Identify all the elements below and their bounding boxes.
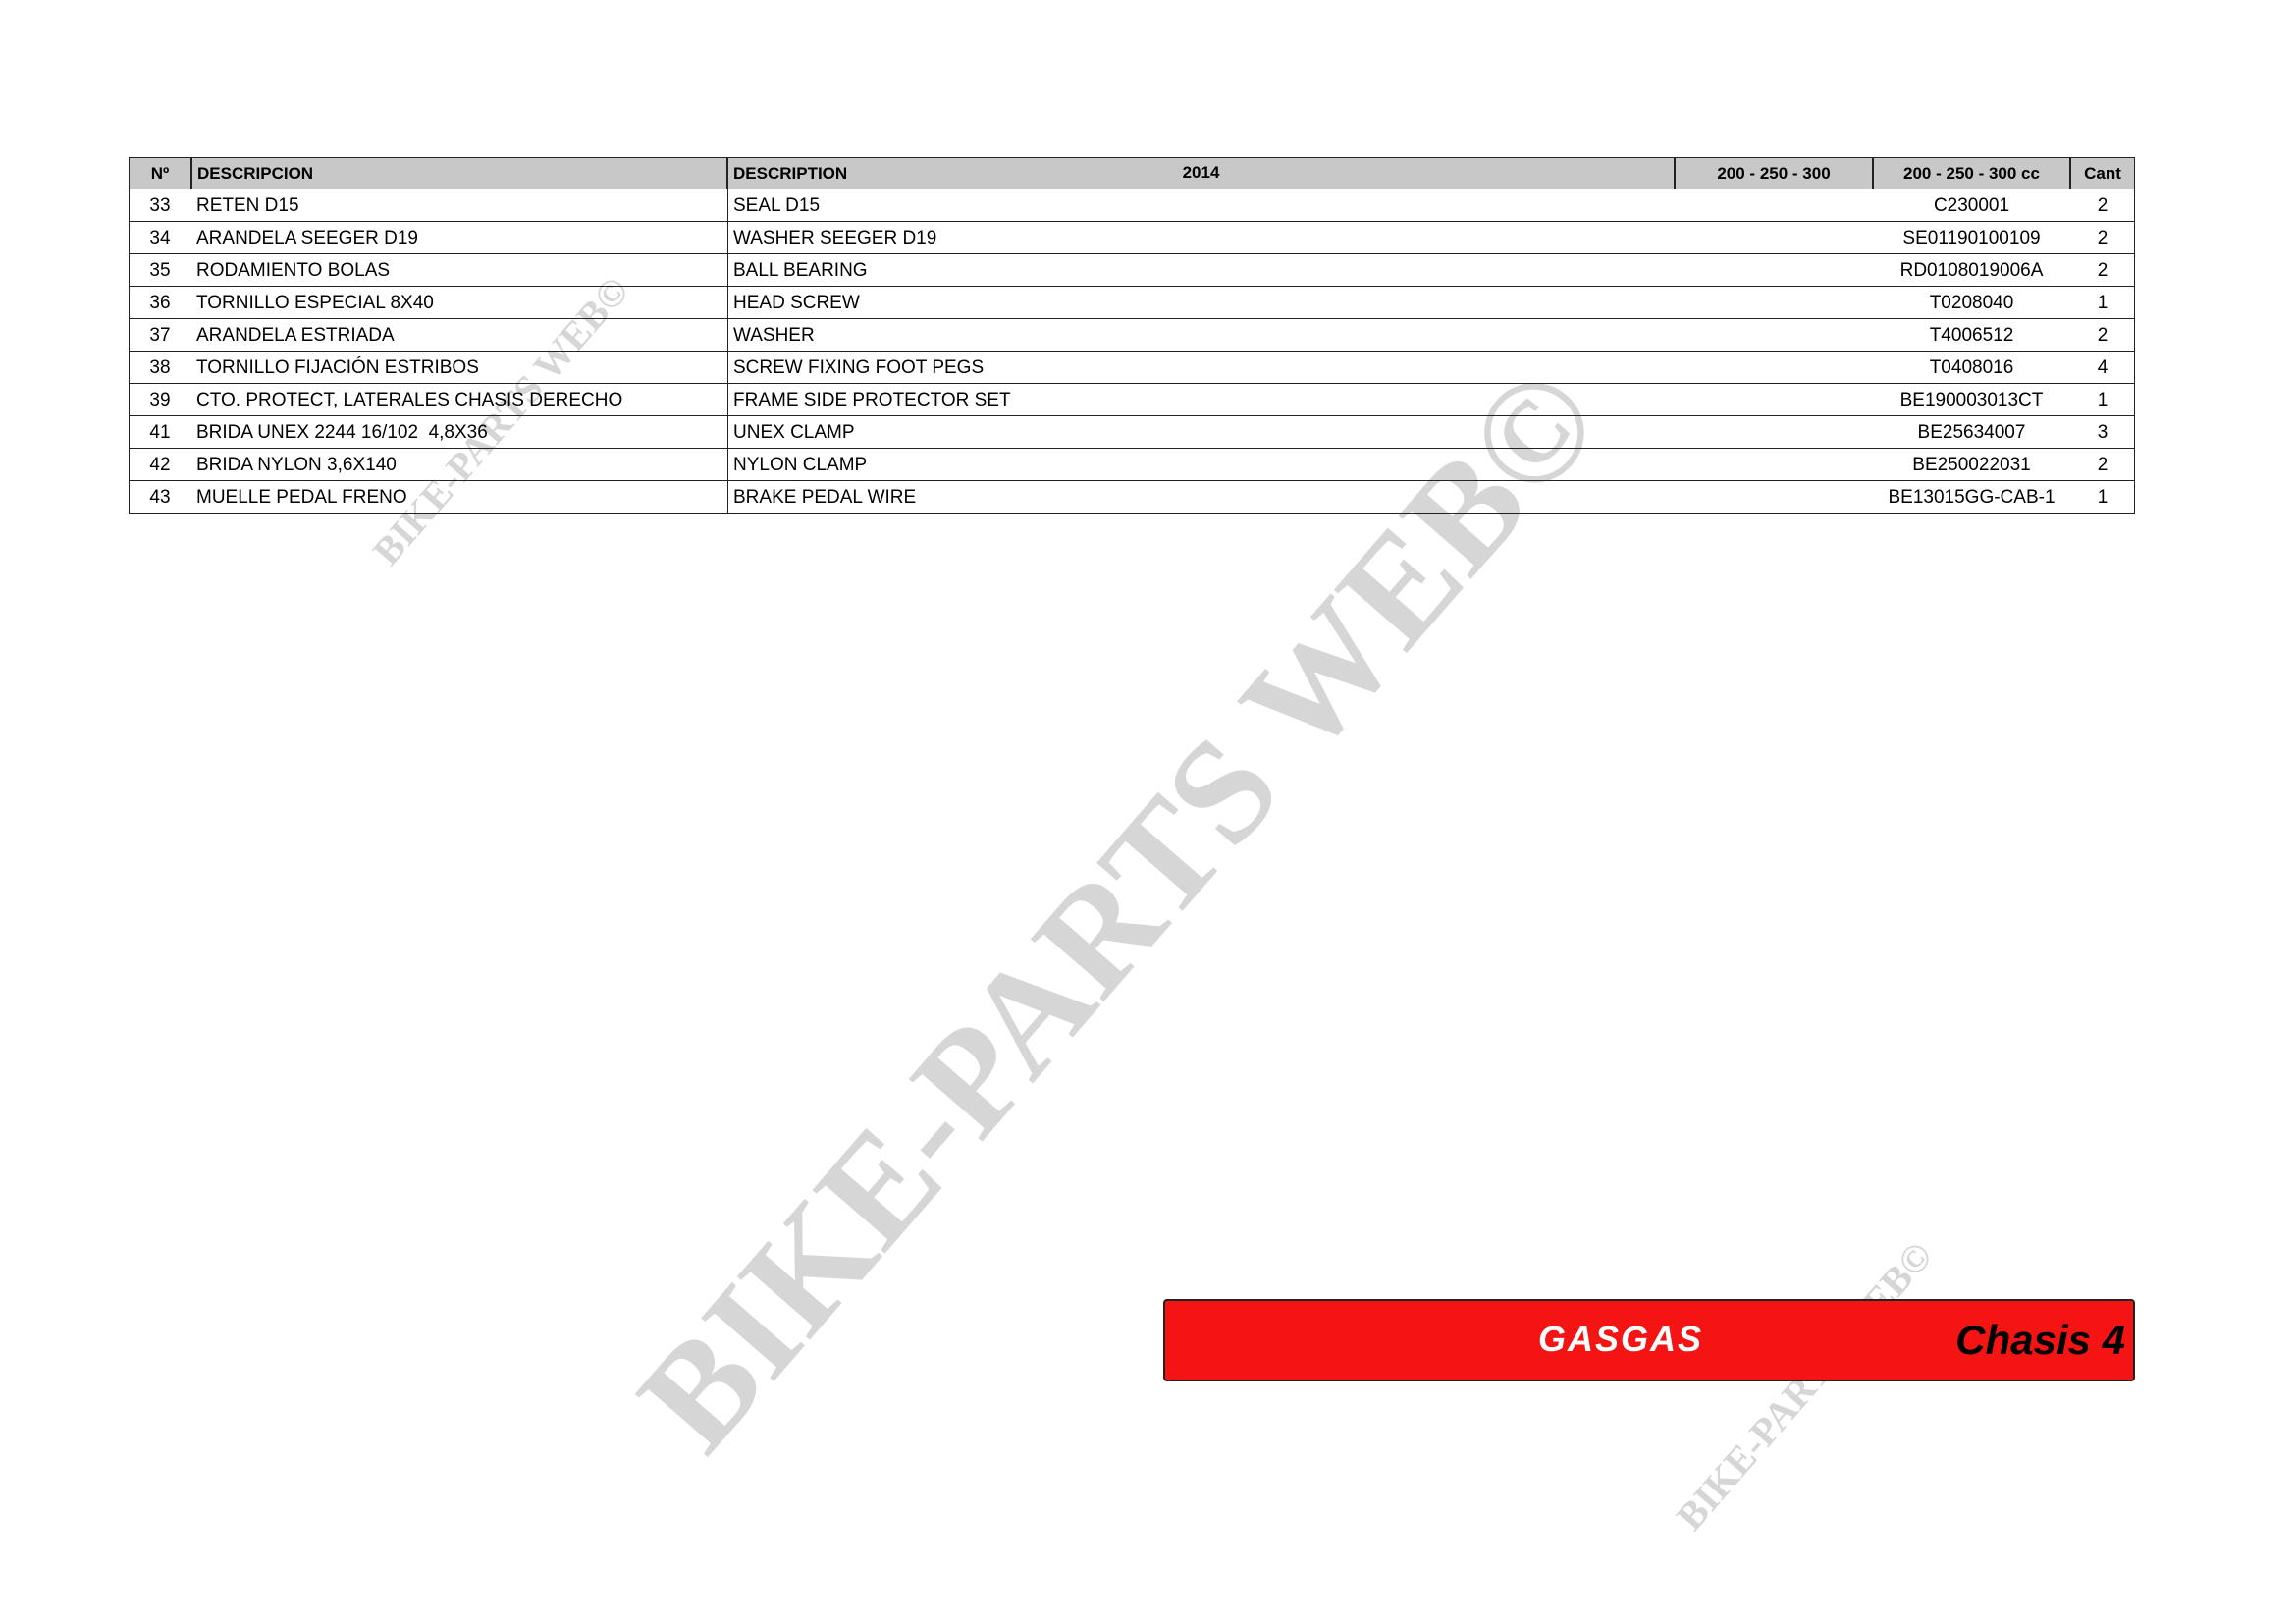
row — [129, 449, 2135, 481]
cell: RD0108019006A — [1899, 260, 2044, 281]
header-cell: DESCRIPTION — [727, 157, 1675, 189]
cell: BRAKE PEDAL WIRE — [727, 481, 1873, 514]
cell: WASHER — [727, 319, 1873, 352]
cell: BRIDA UNEX 2244 16/102 4,8X36 — [196, 422, 488, 443]
cell: T4006512 — [1929, 325, 2014, 346]
row — [129, 416, 2135, 449]
cell: SE01190100109 — [1902, 228, 2041, 248]
cell: TORNILLO ESPECIAL 8X40 — [196, 293, 434, 313]
header-cell: 200 - 250 - 300 cc — [1873, 157, 2070, 189]
cell: 35 — [149, 260, 171, 281]
cell: C230001 — [1933, 195, 2010, 216]
cell: 38 — [149, 357, 171, 378]
brand: GASGAS — [1538, 1319, 1704, 1359]
row — [129, 481, 2135, 514]
cell: 33 — [149, 195, 171, 216]
cell: RODAMIENTO BOLAS — [196, 260, 391, 281]
cell: ARANDELA ESTRIADA — [196, 325, 395, 346]
row — [129, 254, 2135, 287]
cell: CTO. PROTECT, LATERALES CHASIS DERECHO — [196, 390, 623, 410]
cell: WASHER SEEGER D19 — [727, 222, 1873, 254]
cell: RETEN D15 — [196, 195, 299, 216]
cell: 4 — [2097, 357, 2109, 378]
header-cell: Cant — [2070, 157, 2135, 189]
row — [129, 189, 2135, 222]
cell: 39 — [149, 390, 171, 410]
footer-banner: GASGAS Chasis 4 — [1163, 1299, 2135, 1381]
cell: BE13015GG-CAB-1 — [1888, 487, 2056, 508]
row — [129, 287, 2135, 319]
cell: T0208040 — [1929, 293, 2014, 313]
cell: MUELLE PEDAL FRENO — [196, 487, 407, 508]
cell: ARANDELA SEEGER D19 — [196, 228, 418, 248]
cell: 36 — [149, 293, 171, 313]
cell: NYLON CLAMP — [727, 449, 1873, 481]
cell: 43 — [149, 487, 171, 508]
header-cell: 2014 — [1182, 163, 1220, 182]
header-cell: Nº — [129, 157, 191, 189]
cell: 1 — [2097, 293, 2109, 313]
cell: 34 — [149, 228, 171, 248]
cell: SEAL D15 — [727, 189, 1873, 222]
cell: SCREW FIXING FOOT PEGS — [727, 352, 1873, 384]
cell: 37 — [149, 325, 171, 346]
cell: TORNILLO FIJACIÓN ESTRIBOS — [196, 357, 479, 378]
cell: FRAME SIDE PROTECTOR SET — [727, 384, 1873, 416]
cell: UNEX CLAMP — [727, 416, 1873, 449]
cell: BE25634007 — [1917, 422, 2026, 443]
row — [129, 222, 2135, 254]
row — [129, 352, 2135, 384]
cell: BRIDA NYLON 3,6X140 — [196, 455, 397, 475]
cell: 2 — [2097, 260, 2109, 281]
section-title: Chasis 4 — [1955, 1317, 2125, 1363]
cell: 1 — [2097, 487, 2109, 508]
cell: 1 — [2097, 390, 2109, 410]
cell: 2 — [2097, 455, 2109, 475]
watermark: BIKE-PARTS WEB© — [1667, 1233, 1942, 1539]
cell: 2 — [2097, 325, 2109, 346]
cell: BE250022031 — [1912, 455, 2031, 475]
cell: BALL BEARING — [727, 254, 1873, 287]
cell: 41 — [149, 422, 171, 443]
row — [129, 384, 2135, 416]
row — [129, 319, 2135, 352]
cell: T0408016 — [1929, 357, 2014, 378]
cell: 3 — [2097, 422, 2109, 443]
header-cell: DESCRIPCION — [191, 157, 727, 189]
cell: 42 — [149, 455, 171, 475]
cell: HEAD SCREW — [727, 287, 1873, 319]
cell: 2 — [2097, 228, 2109, 248]
cell: 2 — [2097, 195, 2109, 216]
cell: BE190003013CT — [1899, 390, 2044, 410]
header-cell: 200 - 250 - 300 — [1675, 157, 1873, 189]
